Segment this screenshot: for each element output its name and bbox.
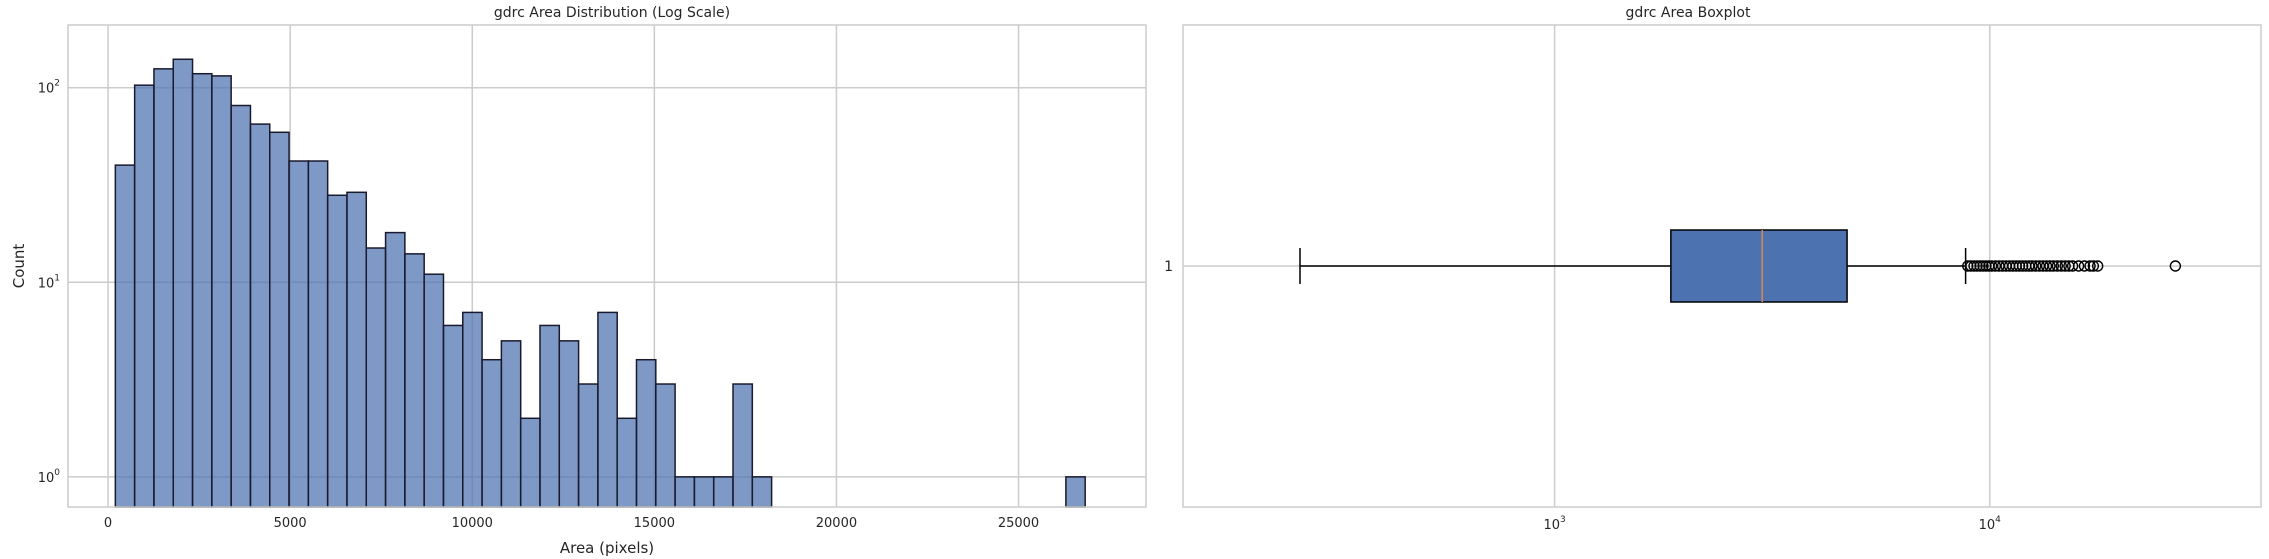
histogram-frame [67, 24, 1147, 508]
histogram-bar [133, 84, 155, 508]
boxplot-outlier [2169, 260, 2182, 272]
histogram-bar [500, 340, 522, 508]
histogram-bar [423, 273, 445, 508]
histogram-bar [1065, 476, 1086, 508]
histogram-bar [114, 164, 136, 508]
histogram-y-tick-label-base: 10 [38, 276, 55, 291]
boxplot-outlier [2084, 260, 2096, 272]
boxplot-x-tick-label-exponent: 3 [1560, 515, 1566, 525]
histogram-bar [693, 476, 715, 508]
boxplot-x-tick-label-exponent: 4 [1995, 515, 2001, 525]
histogram-bar [442, 324, 464, 508]
boxplot-outlier [2066, 260, 2079, 272]
histogram-bar [712, 476, 734, 508]
histogram-bars [114, 58, 1086, 508]
histogram-bar [558, 340, 580, 508]
boxplot-x-tick-label: 104 [1979, 515, 2002, 533]
boxplot-outlier [2059, 260, 2071, 272]
histogram-x-tick-label: 15000 [634, 516, 675, 531]
histogram-bar [172, 58, 194, 508]
histogram-bar [346, 191, 368, 508]
histogram-x-tick-label: 20000 [816, 516, 857, 531]
histogram-bar [153, 68, 175, 508]
histogram-x-tick-label: 10000 [452, 516, 493, 531]
histogram-bar [288, 160, 310, 508]
histogram-panel: gdrc Area Distribution (Log Scale) 0 5000… [10, 5, 1147, 557]
boxplot-outlier [1974, 260, 1986, 272]
histogram-x-tick-label: 5000 [274, 516, 307, 531]
histogram-x-tick-label: 25000 [998, 516, 1039, 531]
histogram-y-tick-label-exponent: 1 [54, 273, 60, 283]
histogram-bar [249, 123, 271, 508]
histogram-y-axis-label: Count [10, 244, 28, 289]
histogram-y-tick-label-exponent: 0 [54, 468, 60, 478]
boxplot-x-tick-labels: 103 104 [1543, 515, 2001, 533]
boxplot-x-tick-label-base: 10 [1543, 518, 1560, 533]
histogram-y-tick-label-exponent: 2 [54, 79, 60, 89]
histogram-bar [269, 131, 290, 508]
histogram-y-tick-label: 102 [38, 79, 60, 97]
histogram-bar [462, 311, 483, 508]
histogram-bar [655, 383, 676, 508]
boxplot-box [1670, 229, 1848, 303]
histogram-bar [481, 358, 503, 508]
boxplot-frame [1182, 24, 2262, 508]
boxplot-outlier [2051, 260, 2064, 272]
boxplot-outlier [2029, 260, 2042, 272]
histogram-bar [230, 104, 252, 508]
histogram-bar [326, 194, 348, 508]
histogram-bar [616, 417, 638, 508]
histogram-y-tick-label: 100 [38, 468, 61, 486]
histogram-bar [597, 311, 618, 508]
boxplot-outlier [2072, 260, 2085, 272]
histogram-x-tick-labels: 0 5000 10000 15000 20000 25000 [104, 516, 1039, 531]
boxplot-outlier [1977, 260, 1989, 272]
histogram-x-tick-label: 0 [104, 516, 112, 531]
boxplot-outlier [1965, 260, 1977, 272]
histogram-bar [751, 476, 773, 508]
boxplot-outlier [1989, 260, 2002, 272]
histogram-title: gdrc Area Distribution (Log Scale) [494, 5, 730, 21]
histogram-bar [307, 160, 329, 508]
histogram-bar [635, 358, 657, 508]
boxplot-outlier [2078, 260, 2091, 272]
boxplot-outlier [2044, 260, 2056, 272]
histogram-bar [732, 383, 754, 508]
histogram-bar [519, 417, 541, 508]
boxplot-outlier [2055, 260, 2067, 272]
boxplot-x-tick-label: 103 [1543, 515, 1565, 533]
histogram-y-tick-label-base: 10 [38, 82, 55, 97]
boxplot-outlier [2026, 260, 2038, 272]
histogram-y-tick-label-base: 10 [38, 471, 55, 486]
boxplot-outlier [2087, 260, 2100, 272]
histogram-bar [539, 324, 561, 508]
boxplot-y-tick-label: 1 [1164, 259, 1173, 275]
histogram-bar [577, 383, 599, 508]
histogram-bar [211, 75, 232, 508]
boxplot-title: gdrc Area Boxplot [1626, 5, 1751, 21]
histogram-bar [191, 72, 213, 508]
boxplot-panel: gdrc Area Boxplot 103 104 1 [1164, 5, 2262, 533]
boxplot-y-tick-labels: 1 [1164, 259, 1173, 275]
boxplot-outlier [2047, 260, 2060, 272]
boxplot-outlier [1968, 260, 1980, 272]
histogram-bar [384, 231, 406, 508]
boxplot-outlier [2091, 260, 2104, 272]
boxplot-outlier [1985, 260, 1998, 272]
boxplot-outlier [2016, 260, 2029, 272]
boxplot-x-tick-label-base: 10 [1979, 518, 1996, 533]
histogram-y-tick-label: 101 [38, 273, 60, 291]
boxplot-outlier [1971, 260, 1983, 272]
histogram-bar [674, 476, 696, 508]
histogram-x-axis-label: Area (pixels) [560, 539, 654, 557]
boxplot-outlier [2040, 260, 2053, 272]
histogram-bar [365, 247, 387, 508]
histogram-bar [404, 253, 425, 508]
boxplot-marks [1299, 229, 2182, 303]
